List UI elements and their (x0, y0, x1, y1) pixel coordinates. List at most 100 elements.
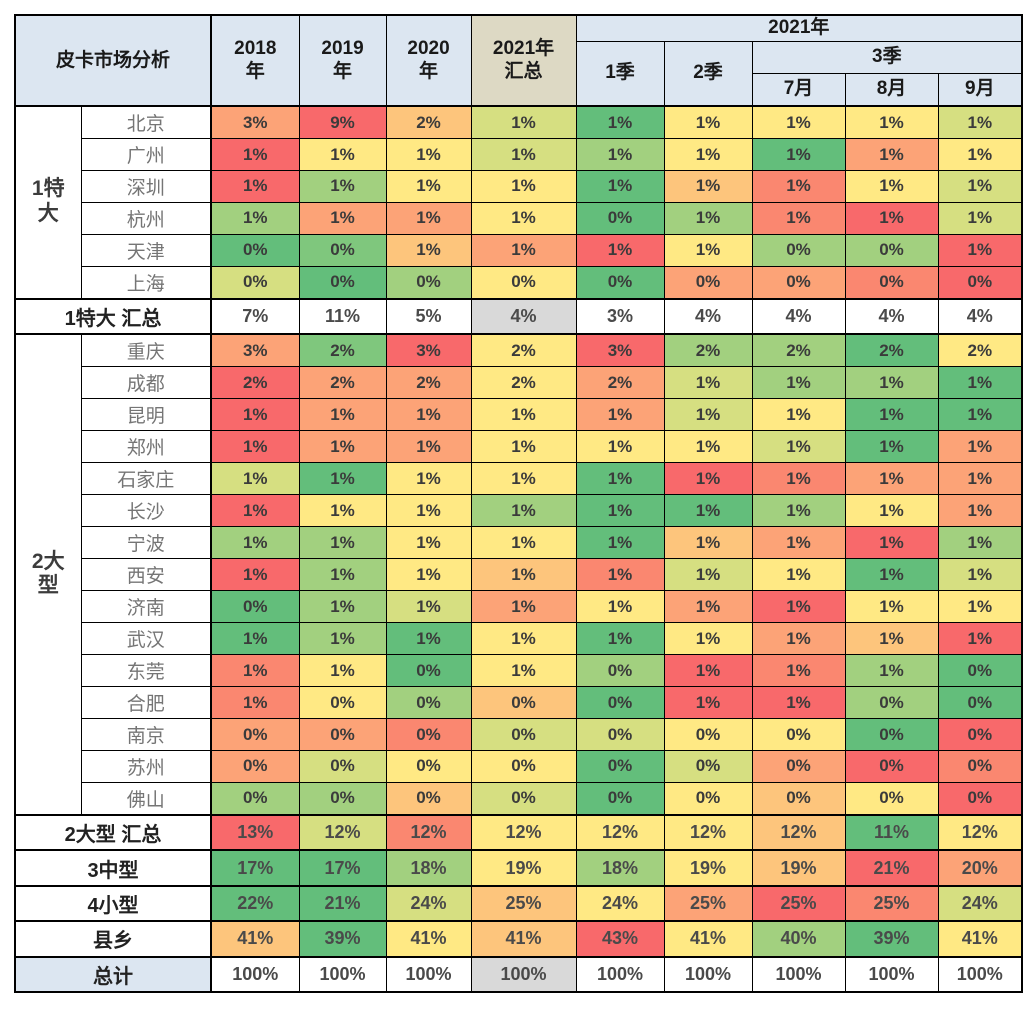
value-cell[interactable]: 12% (575, 813, 665, 852)
value-cell[interactable]: 1% (844, 366, 939, 400)
city-label-cell[interactable]: 佛山 (80, 781, 212, 816)
value-cell[interactable]: 1% (470, 654, 577, 688)
value-cell[interactable]: 39% (844, 920, 939, 958)
value-cell[interactable]: 100% (210, 955, 300, 994)
value-cell[interactable]: 1% (575, 430, 665, 464)
value-cell[interactable]: 25% (751, 884, 846, 923)
value-cell[interactable]: 1% (844, 398, 939, 432)
value-cell[interactable]: 1% (751, 105, 846, 140)
value-cell[interactable]: 12% (470, 813, 577, 852)
value-cell[interactable]: 0% (575, 654, 665, 688)
value-cell[interactable]: 1% (210, 526, 300, 560)
summary-label-cell[interactable]: 4小型 (14, 884, 212, 923)
value-cell[interactable]: 1% (575, 138, 665, 171)
city-label-cell[interactable]: 郑州 (80, 430, 212, 464)
value-cell[interactable]: 1% (751, 558, 846, 592)
value-cell[interactable]: 1% (385, 558, 472, 592)
value-cell[interactable]: 1% (937, 201, 1023, 235)
value-cell[interactable]: 17% (210, 849, 300, 887)
value-cell[interactable]: 1% (844, 590, 939, 624)
value-cell[interactable]: 1% (385, 201, 472, 235)
value-cell[interactable]: 18% (385, 849, 472, 887)
value-cell[interactable]: 1% (751, 170, 846, 203)
value-cell[interactable]: 7% (210, 297, 300, 336)
value-cell[interactable]: 0% (751, 781, 846, 816)
column-header-2020[interactable]: 2020年 (385, 14, 472, 107)
value-cell[interactable]: 1% (663, 654, 753, 688)
value-cell[interactable]: 1% (937, 590, 1023, 624)
value-cell[interactable]: 0% (385, 749, 472, 783)
value-cell[interactable]: 1% (385, 138, 472, 171)
value-cell[interactable]: 1% (751, 526, 846, 560)
value-cell[interactable]: 1% (298, 201, 387, 235)
value-cell[interactable]: 25% (663, 884, 753, 923)
value-cell[interactable]: 1% (385, 462, 472, 496)
value-cell[interactable]: 1% (385, 494, 472, 528)
value-cell[interactable]: 17% (298, 849, 387, 887)
column-group-q3[interactable]: 3季 (751, 40, 1023, 74)
value-cell[interactable]: 1% (385, 170, 472, 203)
value-cell[interactable]: 1% (470, 430, 577, 464)
value-cell[interactable]: 1% (298, 398, 387, 432)
value-cell[interactable]: 0% (844, 265, 939, 300)
value-cell[interactable]: 1% (298, 526, 387, 560)
value-cell[interactable]: 1% (575, 462, 665, 496)
value-cell[interactable]: 2% (298, 333, 387, 368)
value-cell[interactable]: 1% (937, 430, 1023, 464)
value-cell[interactable]: 0% (663, 265, 753, 300)
value-cell[interactable]: 0% (844, 686, 939, 720)
value-cell[interactable]: 1% (751, 590, 846, 624)
value-cell[interactable]: 11% (298, 297, 387, 336)
value-cell[interactable]: 0% (937, 265, 1023, 300)
value-cell[interactable]: 1% (470, 558, 577, 592)
value-cell[interactable]: 5% (385, 297, 472, 336)
value-cell[interactable]: 0% (210, 233, 300, 267)
column-header-q1[interactable]: 1季 (575, 40, 665, 107)
city-label-cell[interactable]: 杭州 (80, 201, 212, 235)
summary-label-cell[interactable]: 3中型 (14, 849, 212, 887)
value-cell[interactable]: 0% (844, 233, 939, 267)
value-cell[interactable]: 0% (575, 718, 665, 751)
value-cell[interactable]: 1% (663, 430, 753, 464)
value-cell[interactable]: 0% (210, 265, 300, 300)
value-cell[interactable]: 43% (575, 920, 665, 958)
corner-title-cell[interactable]: 皮卡市场分析 (14, 14, 212, 107)
value-cell[interactable]: 0% (663, 718, 753, 751)
value-cell[interactable]: 1% (844, 138, 939, 171)
value-cell[interactable]: 1% (751, 366, 846, 400)
value-cell[interactable]: 0% (751, 718, 846, 751)
value-cell[interactable]: 12% (663, 813, 753, 852)
value-cell[interactable]: 1% (751, 686, 846, 720)
column-header-july[interactable]: 7月 (751, 72, 846, 107)
value-cell[interactable]: 1% (575, 526, 665, 560)
value-cell[interactable]: 1% (844, 622, 939, 656)
value-cell[interactable]: 0% (470, 718, 577, 751)
value-cell[interactable]: 1% (470, 462, 577, 496)
value-cell[interactable]: 19% (751, 849, 846, 887)
city-label-cell[interactable]: 合肥 (80, 686, 212, 720)
value-cell[interactable]: 1% (663, 526, 753, 560)
summary-label-cell[interactable]: 总计 (14, 955, 212, 994)
value-cell[interactable]: 1% (210, 462, 300, 496)
value-cell[interactable]: 41% (937, 920, 1023, 958)
column-group-2021[interactable]: 2021年 (575, 14, 1023, 42)
value-cell[interactable]: 0% (385, 686, 472, 720)
city-label-cell[interactable]: 广州 (80, 138, 212, 171)
value-cell[interactable]: 1% (663, 622, 753, 656)
value-cell[interactable]: 1% (937, 494, 1023, 528)
value-cell[interactable]: 100% (751, 955, 846, 994)
value-cell[interactable]: 1% (470, 233, 577, 267)
value-cell[interactable]: 1% (575, 105, 665, 140)
value-cell[interactable]: 12% (385, 813, 472, 852)
value-cell[interactable]: 0% (937, 781, 1023, 816)
value-cell[interactable]: 1% (385, 590, 472, 624)
column-header-august[interactable]: 8月 (844, 72, 939, 107)
value-cell[interactable]: 24% (385, 884, 472, 923)
value-cell[interactable]: 1% (751, 494, 846, 528)
value-cell[interactable]: 0% (937, 686, 1023, 720)
value-cell[interactable]: 1% (298, 462, 387, 496)
city-label-cell[interactable]: 石家庄 (80, 462, 212, 496)
value-cell[interactable]: 2% (663, 333, 753, 368)
value-cell[interactable]: 2% (385, 105, 472, 140)
value-cell[interactable]: 0% (470, 686, 577, 720)
